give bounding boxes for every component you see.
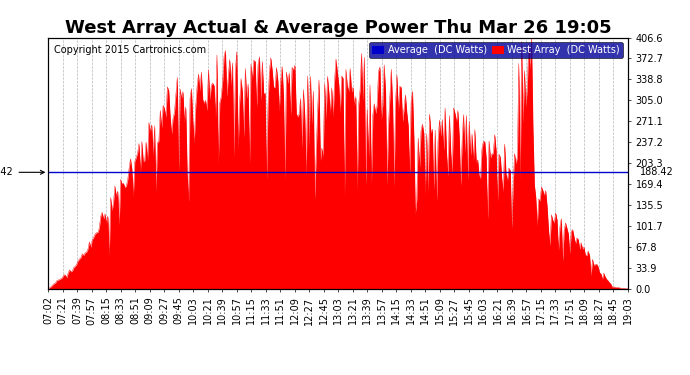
Text: 188.42: 188.42 <box>640 167 673 177</box>
Legend: Average  (DC Watts), West Array  (DC Watts): Average (DC Watts), West Array (DC Watts… <box>369 42 623 58</box>
Text: 188.42: 188.42 <box>0 167 44 177</box>
Text: Copyright 2015 Cartronics.com: Copyright 2015 Cartronics.com <box>54 45 206 55</box>
Title: West Array Actual & Average Power Thu Mar 26 19:05: West Array Actual & Average Power Thu Ma… <box>65 20 611 38</box>
